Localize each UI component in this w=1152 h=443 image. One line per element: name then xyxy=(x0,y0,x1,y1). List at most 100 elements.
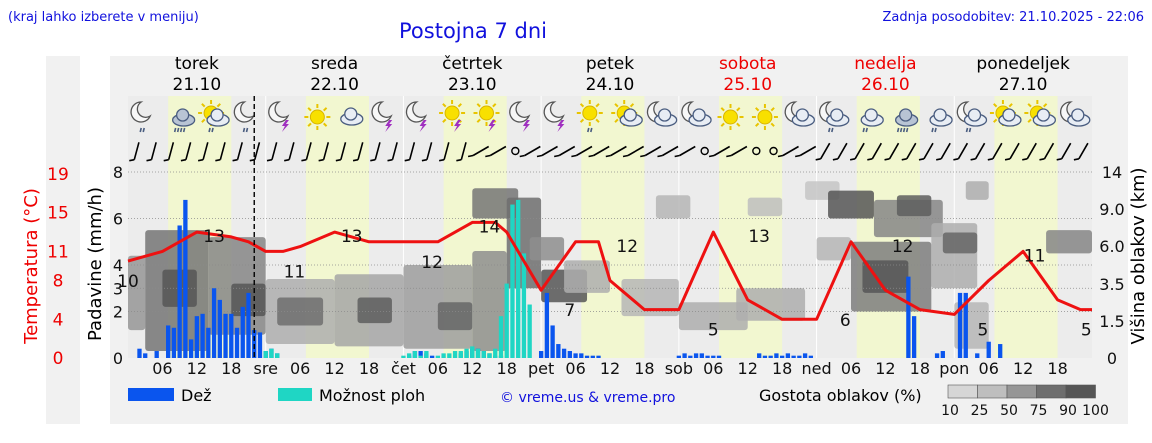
temperature-label: 5 xyxy=(978,321,989,341)
density-swatch xyxy=(947,384,978,399)
sun-icon xyxy=(304,104,331,130)
cloud-icon xyxy=(340,107,364,126)
cloud-density-block xyxy=(736,288,806,321)
rain-drop xyxy=(965,127,969,133)
hour-tick-label: 12 xyxy=(462,359,482,378)
day-date: 27.10 xyxy=(999,75,1048,95)
density-level-label: 50 xyxy=(1000,403,1018,419)
wind-barb-flag xyxy=(1056,158,1062,161)
rain-bar xyxy=(429,355,435,358)
lightning-bolt xyxy=(419,120,427,132)
moon-thunder-icon xyxy=(405,101,428,132)
rain-bar xyxy=(699,353,704,358)
wind-barb xyxy=(906,142,917,160)
rain-bar xyxy=(791,355,796,358)
wind-barb-flag xyxy=(588,154,594,158)
rain-bar xyxy=(143,353,148,358)
rain-drop xyxy=(828,127,831,133)
moon-thunder-icon xyxy=(543,101,565,132)
rain-bar xyxy=(206,327,211,358)
day-date: 23.10 xyxy=(448,75,497,95)
temperature-label: 5 xyxy=(1081,321,1092,341)
rain-bar xyxy=(246,292,251,358)
shower-bar xyxy=(521,253,527,358)
sun-ray xyxy=(457,103,462,108)
rain-drop xyxy=(865,127,868,133)
wind-barb-flag xyxy=(1022,158,1028,161)
rain-bar xyxy=(137,348,142,358)
legend-rain-swatch xyxy=(128,388,174,401)
moon-cloud-icon xyxy=(681,101,712,127)
wind-barb-flag xyxy=(519,154,525,158)
wind-barb xyxy=(219,142,226,160)
wind-barb xyxy=(627,145,645,157)
weather-icons-row xyxy=(130,100,1091,133)
hour-tick-label: 18 xyxy=(1047,359,1067,378)
wind-barb xyxy=(854,142,865,160)
rain-bar xyxy=(229,313,234,358)
shower-bar xyxy=(527,304,532,358)
hour-tick-label: 12 xyxy=(600,359,620,378)
wind-barb-flag xyxy=(867,158,873,161)
rain-bar xyxy=(802,353,808,358)
rain-bar xyxy=(234,327,240,358)
wind-barb-flag xyxy=(232,158,238,162)
wind-barb xyxy=(167,142,175,160)
density-swatch xyxy=(1036,384,1067,399)
wind-barb xyxy=(374,142,381,160)
shower-bar xyxy=(452,351,458,358)
temp-tick-label: 19 xyxy=(47,165,69,185)
shower-bar xyxy=(441,353,446,358)
sun-ray xyxy=(629,103,635,108)
temperature-label: 13 xyxy=(203,227,225,247)
shower-bar xyxy=(435,355,441,358)
cloud-density-block xyxy=(954,302,989,349)
copyright-link[interactable]: © vreme.us & vreme.pro xyxy=(500,390,675,406)
wind-barb xyxy=(254,142,261,160)
cloud-puff xyxy=(692,108,706,122)
rain-drop xyxy=(176,127,180,133)
wind-barb xyxy=(460,142,467,160)
moon-shape xyxy=(405,101,428,123)
rain-bar xyxy=(779,355,785,358)
cloud-tick-label: 1.5 xyxy=(1099,312,1124,331)
wind-barb xyxy=(730,145,748,157)
rain-drop xyxy=(899,127,903,133)
wind-barb xyxy=(974,142,986,160)
wind-barb-flag xyxy=(815,158,821,161)
rain-drop xyxy=(831,127,834,133)
moon-thunder-icon xyxy=(371,101,393,132)
rain-bar xyxy=(986,341,991,358)
sun-ray xyxy=(720,107,725,112)
wind-barb xyxy=(610,145,627,157)
hour-tick-label: 12 xyxy=(738,359,758,378)
moon-cloud-icon xyxy=(1059,101,1091,127)
calm-wind-circle xyxy=(769,146,778,156)
rain-bar xyxy=(711,355,716,358)
location-hint[interactable]: (kraj lahko izberete v meniju) xyxy=(8,10,199,25)
shower-bar xyxy=(458,351,463,358)
wind-barb-flag xyxy=(249,158,255,162)
rain-bar xyxy=(705,355,710,358)
cloud-rain-icon xyxy=(860,108,884,133)
sun-ray xyxy=(736,122,741,127)
rain-bar xyxy=(590,355,595,358)
wind-barb-flag xyxy=(1004,158,1011,161)
rain-bar xyxy=(768,355,773,358)
rain-bar xyxy=(797,355,802,358)
moon-cloud-icon xyxy=(784,101,816,127)
rain-bar xyxy=(556,344,561,358)
rain-bar xyxy=(211,288,217,358)
temperature-label: 12 xyxy=(616,237,638,257)
rain-drop xyxy=(208,127,211,133)
sun-disc xyxy=(444,105,460,121)
rain-bar xyxy=(217,299,222,358)
rain-bar xyxy=(223,313,228,358)
hour-tick-label: 18 xyxy=(772,359,792,378)
moon-shape xyxy=(268,101,290,123)
lightning-bolt xyxy=(488,120,496,132)
wind-barb-flag xyxy=(421,158,428,162)
wind-barb xyxy=(357,142,364,160)
density-level-label: 25 xyxy=(971,403,989,419)
sun-disc xyxy=(582,105,598,121)
